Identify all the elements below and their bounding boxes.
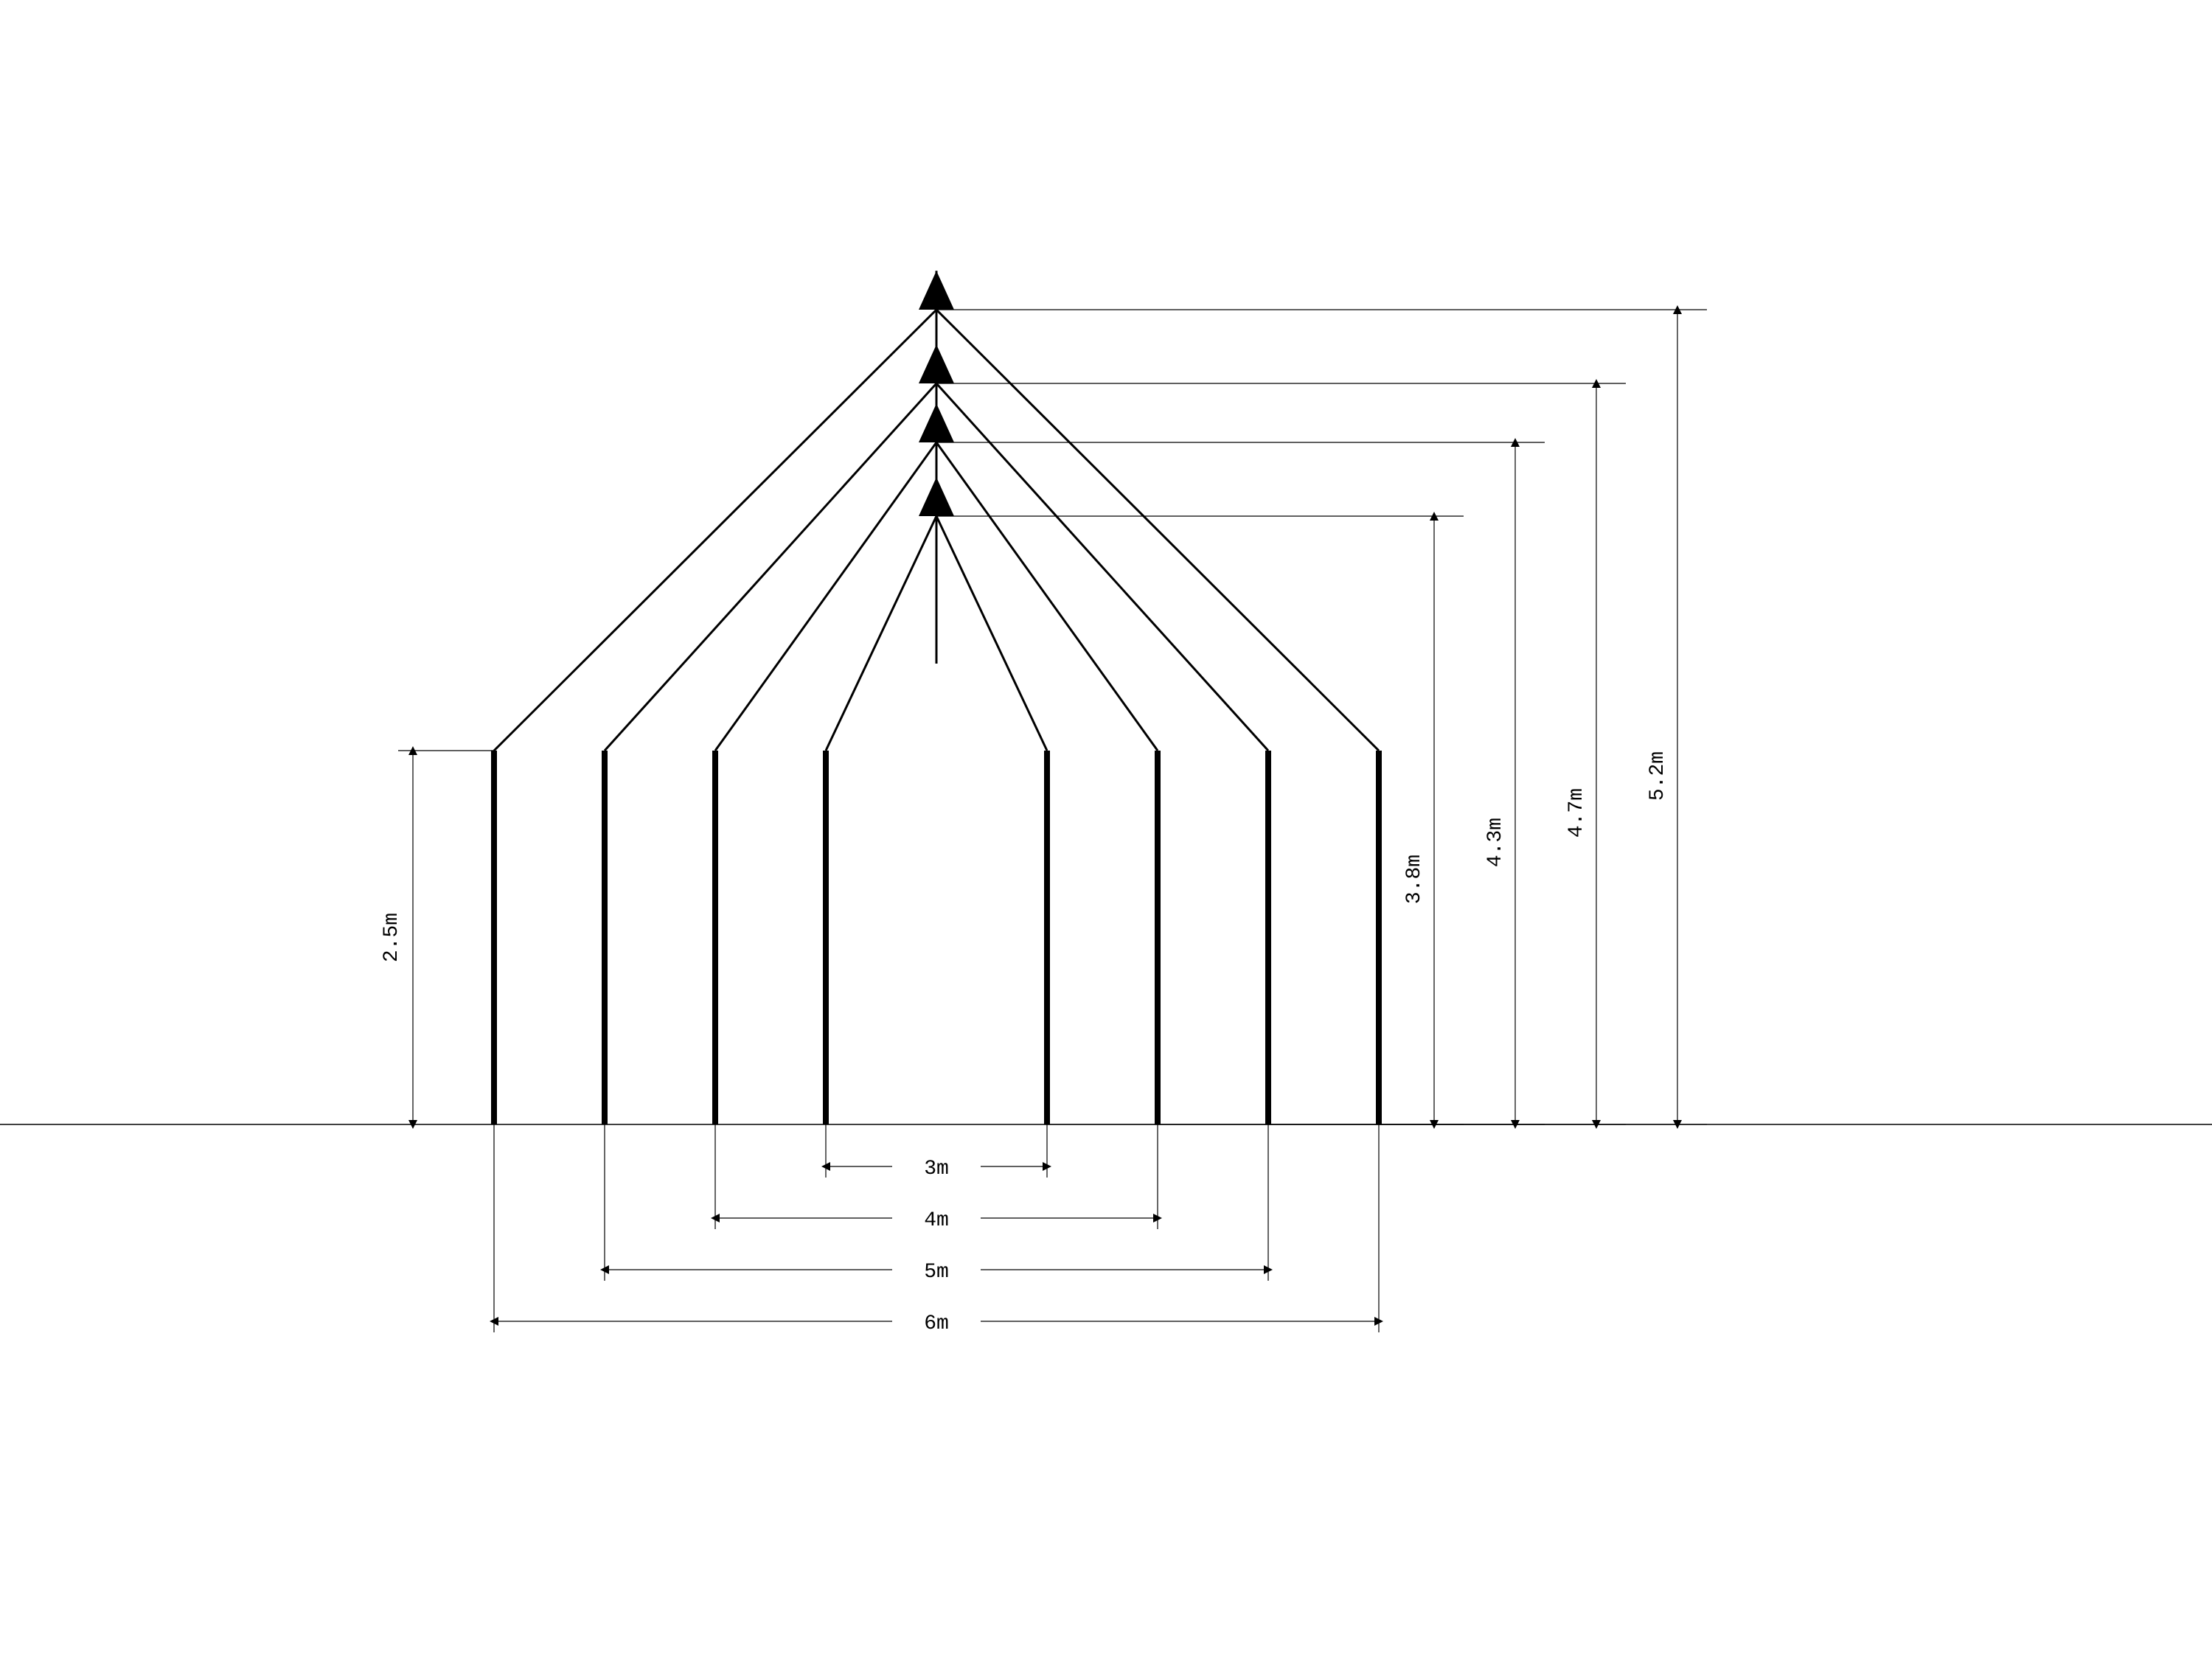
apex-height-label: 5.2m	[1646, 751, 1669, 801]
frame-roof-right	[936, 310, 1379, 751]
frame-roof-right	[936, 516, 1047, 751]
apex-height-label: 4.3m	[1484, 818, 1507, 867]
wall-height-label: 2.5m	[380, 913, 403, 962]
width-label: 5m	[924, 1261, 949, 1284]
dim-widths: 3m 4m 5m 6m	[494, 1124, 1379, 1335]
width-label: 3m	[924, 1158, 949, 1180]
frame-roof-left	[715, 442, 936, 751]
width-label: 4m	[924, 1209, 949, 1232]
frames	[494, 271, 1379, 1124]
frame-roof-left	[605, 383, 936, 751]
width-label: 6m	[924, 1312, 949, 1335]
frame-roof-right	[936, 442, 1158, 751]
apex-height-label: 4.7m	[1565, 788, 1588, 838]
frame-roof-left	[826, 516, 936, 751]
dim-wall-height: 2.5m	[380, 751, 494, 1124]
dim-apex-heights: 3.8m 4.3m 4.7m 5.2m	[936, 310, 1707, 1124]
frame-roof-left	[494, 310, 936, 751]
apex-height-label: 3.8m	[1403, 855, 1426, 904]
frame-roof-right	[936, 383, 1268, 751]
